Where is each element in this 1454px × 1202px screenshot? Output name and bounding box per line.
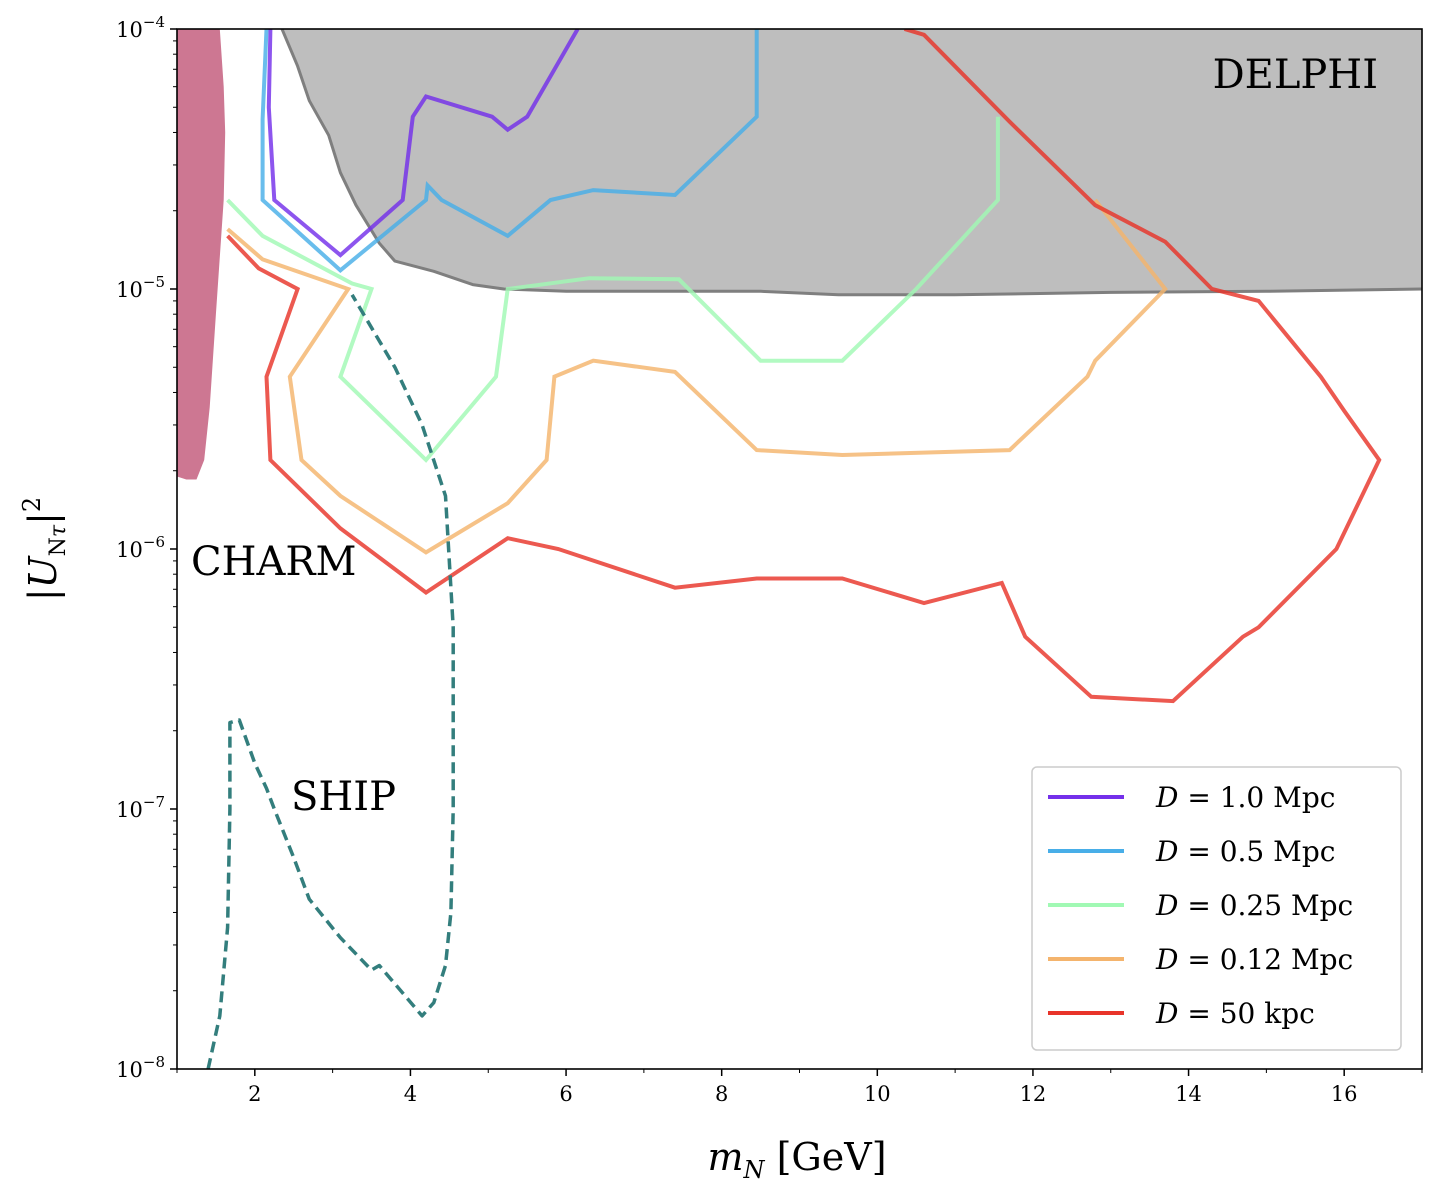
series-line-1 bbox=[266, 29, 580, 258]
x-tick-label: 2 bbox=[248, 1082, 261, 1106]
y-tick-label: 10−5 bbox=[116, 273, 165, 302]
svg-text:mN [GeV]: mN [GeV] bbox=[707, 1135, 886, 1184]
x-tick-label: 8 bbox=[715, 1082, 728, 1106]
x-tick-label: 4 bbox=[404, 1082, 417, 1106]
x-tick-label: 6 bbox=[559, 1082, 572, 1106]
charm-excluded-region bbox=[177, 29, 226, 480]
legend: D = 1.0 Mpc D = 0.5 Mpc D = 0.25 Mpc D = 0.… bbox=[1031, 766, 1402, 1051]
legend-label-1: D = 1.0 Mpc bbox=[1155, 781, 1335, 814]
y-tick-label: 10−4 bbox=[116, 13, 165, 42]
svg-text:|UNτ|2: |UNτ|2 bbox=[18, 497, 71, 601]
x-tick-label: 16 bbox=[1331, 1082, 1358, 1106]
y-tick-label: 10−8 bbox=[116, 1053, 165, 1082]
legend-box bbox=[1031, 766, 1402, 1051]
series-line-2 bbox=[260, 29, 759, 273]
y-tick-label: 10−7 bbox=[116, 793, 165, 822]
y-axis-label: |UNτ|2 bbox=[18, 497, 71, 601]
ship-sensitivity-curve bbox=[206, 293, 455, 1069]
legend-label-2: D = 0.5 Mpc bbox=[1155, 835, 1335, 868]
x-tick-label: 10 bbox=[864, 1082, 891, 1106]
x-axis-label: mN [GeV] bbox=[707, 1135, 886, 1184]
legend-label-5: D = 50 kpc bbox=[1155, 997, 1315, 1030]
charm-region-label: CHARM bbox=[191, 539, 356, 585]
legend-label-3: D = 0.25 Mpc bbox=[1155, 889, 1353, 922]
delphi-region-label: DELPHI bbox=[1213, 52, 1378, 98]
delphi-region-edge bbox=[280, 29, 1422, 297]
series-line-4 bbox=[226, 198, 1168, 555]
x-tick-label: 12 bbox=[1020, 1082, 1047, 1106]
series-line-3 bbox=[226, 116, 1000, 463]
ship-region-label: SHIP bbox=[291, 774, 396, 820]
x-tick-label: 14 bbox=[1175, 1082, 1202, 1106]
legend-label-4: D = 0.12 Mpc bbox=[1155, 943, 1353, 976]
sensitivity-curves bbox=[206, 29, 1382, 1069]
y-tick-label: 10−6 bbox=[116, 533, 165, 562]
axis-ticks: 2 4 6 8 10 12 14 16 10−8 10−7 10−6 10−5 10−4 bbox=[116, 13, 1423, 1106]
series-line-5 bbox=[226, 29, 1382, 704]
